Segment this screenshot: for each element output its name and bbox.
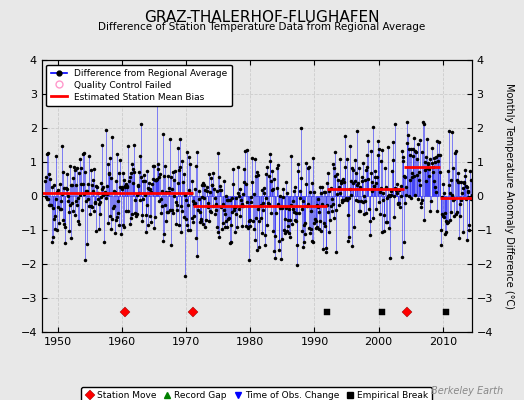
Y-axis label: Monthly Temperature Anomaly Difference (°C): Monthly Temperature Anomaly Difference (… (504, 83, 514, 309)
Text: Berkeley Earth: Berkeley Earth (431, 386, 503, 396)
Legend: Station Move, Record Gap, Time of Obs. Change, Empirical Break: Station Move, Record Gap, Time of Obs. C… (81, 388, 432, 400)
Text: GRAZ-THALERHOF-FLUGHAFEN: GRAZ-THALERHOF-FLUGHAFEN (144, 10, 380, 25)
Text: Difference of Station Temperature Data from Regional Average: Difference of Station Temperature Data f… (99, 22, 425, 32)
